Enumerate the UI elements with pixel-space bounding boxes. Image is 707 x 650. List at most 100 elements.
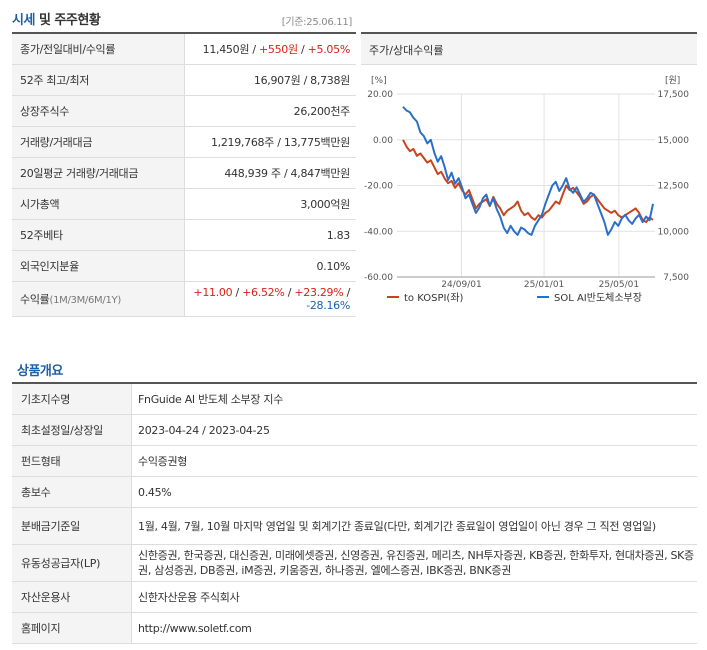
price-chart: [%] [원] 20.00 0.00 -20.00 -40.00 -60.00 17,5…: [364, 75, 690, 304]
title-rest: 및 주주현황: [34, 13, 101, 28]
return-6m: +23.29%: [294, 286, 344, 299]
legend-label: to KOSPI(좌): [404, 292, 464, 304]
row-value: 1월, 4월, 7월, 10월 마지막 영업일 및 회계기간 종료일(다만, 회…: [131, 507, 697, 545]
table-row: 20일평균 거래량/거래대금 448,939 주 / 4,847백만원: [12, 157, 356, 189]
table-row: 거래량/거래대금 1,219,768주 / 13,775백만원: [12, 126, 356, 158]
row-value: 0.45%: [131, 476, 697, 508]
row-label: 자산운용사: [12, 581, 132, 613]
row-value: 0.10%: [184, 250, 356, 282]
legend-label: SOL AI반도체소부장: [554, 292, 642, 304]
return-1m: +11.00: [193, 286, 233, 299]
y-left-tick-label: -60.00: [364, 273, 393, 283]
table-row: 52주 최고/최저 16,907원 / 8,738원: [12, 64, 356, 96]
table-row: 총보수 0.45%: [12, 476, 697, 508]
separator: /: [249, 43, 259, 56]
y-right-tick-label: 7,500: [663, 273, 689, 283]
row-label: 52주 최고/최저: [12, 64, 185, 96]
row-value: 26,200천주: [184, 95, 356, 127]
x-tick-label: 24/09/01: [441, 280, 481, 290]
price-table: 종가/전일대비/수익률 11,450원 / +550원 / +5.05% 52주…: [12, 34, 356, 317]
row-label: 펀드형태: [12, 445, 132, 477]
table-row: 분배금기준일 1월, 4월, 7월, 10월 마지막 영업일 및 회계기간 종료일…: [12, 507, 697, 545]
row-label: 분배금기준일: [12, 507, 132, 545]
table-row: 기초지수명 FnGuide AI 반도체 소부장 지수: [12, 384, 697, 415]
table-row: 펀드형태 수익증권형: [12, 445, 697, 477]
returns-label: 수익률: [20, 293, 50, 306]
return-3m: +6.52%: [242, 286, 285, 299]
y-left-tick-label: -20.00: [364, 182, 393, 192]
row-value: 신한증권, 한국증권, 대신증권, 미래에셋증권, 신영증권, 유진증권, 메리…: [131, 544, 697, 582]
returns-sublabel: (1M/3M/6M/1Y): [49, 295, 121, 306]
row-value: 1.83: [184, 219, 356, 251]
table-row: 최초설정일/상장일 2023-04-24 / 2023-04-25: [12, 414, 697, 446]
left-axis: 20.00 0.00 -20.00 -40.00 -60.00: [364, 90, 393, 283]
y-left-tick-label: -40.00: [364, 227, 393, 237]
row-value: 2023-04-24 / 2023-04-25: [131, 414, 697, 446]
table-row: 수익률(1M/3M/6M/1Y) +11.00 / +6.52% / +23.2…: [12, 281, 356, 317]
row-label: 최초설정일/상장일: [12, 414, 132, 446]
x-tick-label: 25/05/01: [599, 280, 639, 290]
series-line: [402, 106, 654, 236]
row-value: 3,000억원: [184, 188, 356, 220]
close-price: 11,450원: [202, 43, 250, 56]
price-table-topline: [12, 32, 356, 34]
table-row: 상장주식수 26,200천주: [12, 95, 356, 127]
row-label: 홈페이지: [12, 612, 132, 644]
y-right-tick-label: 15,000: [658, 136, 690, 146]
row-value: 448,939 주 / 4,847백만원: [184, 157, 356, 189]
series-line: [402, 139, 654, 224]
row-label: 외국인지분율: [12, 250, 185, 282]
table-row: 유동성공급자(LP) 신한증권, 한국증권, 대신증권, 미래에셋증권, 신영증권…: [12, 544, 697, 582]
right-unit: [원]: [665, 75, 680, 86]
row-value: 16,907원 / 8,738원: [184, 64, 356, 96]
table-row: 종가/전일대비/수익률 11,450원 / +550원 / +5.05%: [12, 34, 356, 65]
row-value: 수익증권형: [131, 445, 697, 477]
separator: /: [343, 286, 351, 299]
x-tick-label: 25/01/01: [524, 280, 564, 290]
return-1y: -28.16%: [306, 299, 350, 312]
chart-panel: 주가/상대수익률 [%] [원] 20.00 0.00 -20.00 -40.00 -6…: [361, 34, 697, 314]
price-change: +550원: [258, 43, 298, 56]
separator: /: [232, 286, 243, 299]
y-right-tick-label: 10,000: [658, 227, 690, 237]
row-label: 수익률(1M/3M/6M/1Y): [12, 281, 185, 317]
separator: /: [284, 286, 295, 299]
y-right-tick-label: 17,500: [658, 90, 690, 100]
row-label: 상장주식수: [12, 95, 185, 127]
x-axis: 24/09/01 25/01/01 25/05/01: [441, 280, 639, 290]
right-axis: 17,500 15,000 12,500 10,000 7,500: [658, 90, 690, 283]
title-prefix: 시세: [12, 13, 35, 28]
base-date: [기준:25.06.11]: [281, 17, 353, 28]
table-row: 외국인지분율 0.10%: [12, 250, 356, 282]
row-value: 1,219,768주 / 13,775백만원: [184, 126, 356, 158]
price-section-title: 시세 및 주주현황: [12, 9, 101, 28]
row-value: FnGuide AI 반도체 소부장 지수: [131, 384, 697, 415]
chart-grid: [397, 93, 655, 278]
row-value: 신한자산운용 주식회사: [131, 581, 697, 613]
table-row: 52주베타 1.83: [12, 219, 356, 251]
table-row: 홈페이지 http://www.soletf.com: [12, 612, 697, 644]
left-unit: [%]: [371, 76, 387, 86]
row-label: 20일평균 거래량/거래대금: [12, 157, 185, 189]
row-label: 거래량/거래대금: [12, 126, 185, 158]
row-label: 시가총액: [12, 188, 185, 220]
y-left-tick-label: 0.00: [373, 136, 393, 146]
change-rate: +5.05%: [307, 43, 351, 56]
table-row: 자산운용사 신한자산운용 주식회사: [12, 581, 697, 613]
row-label: 기초지수명: [12, 384, 132, 415]
row-label: 종가/전일대비/수익률: [12, 34, 185, 65]
row-label: 52주베타: [12, 219, 185, 251]
overview-table: 기초지수명 FnGuide AI 반도체 소부장 지수 최초설정일/상장일 2023…: [12, 384, 697, 644]
chart-topline: [361, 32, 697, 34]
row-label: 총보수: [12, 476, 132, 508]
close-price-value: 11,450원 / +550원 / +5.05%: [184, 34, 356, 65]
y-left-tick-label: 20.00: [367, 90, 393, 100]
overview-title: 상품개요: [17, 364, 63, 379]
homepage-link[interactable]: http://www.soletf.com: [131, 612, 697, 644]
row-label: 유동성공급자(LP): [12, 544, 132, 582]
returns-value: +11.00 / +6.52% / +23.29% / -28.16%: [184, 281, 356, 317]
chart-header: 주가/상대수익률: [361, 34, 697, 65]
chart-title: 주가/상대수익률: [369, 44, 444, 57]
chart-lines: [402, 106, 654, 236]
y-right-tick-label: 12,500: [658, 182, 690, 192]
